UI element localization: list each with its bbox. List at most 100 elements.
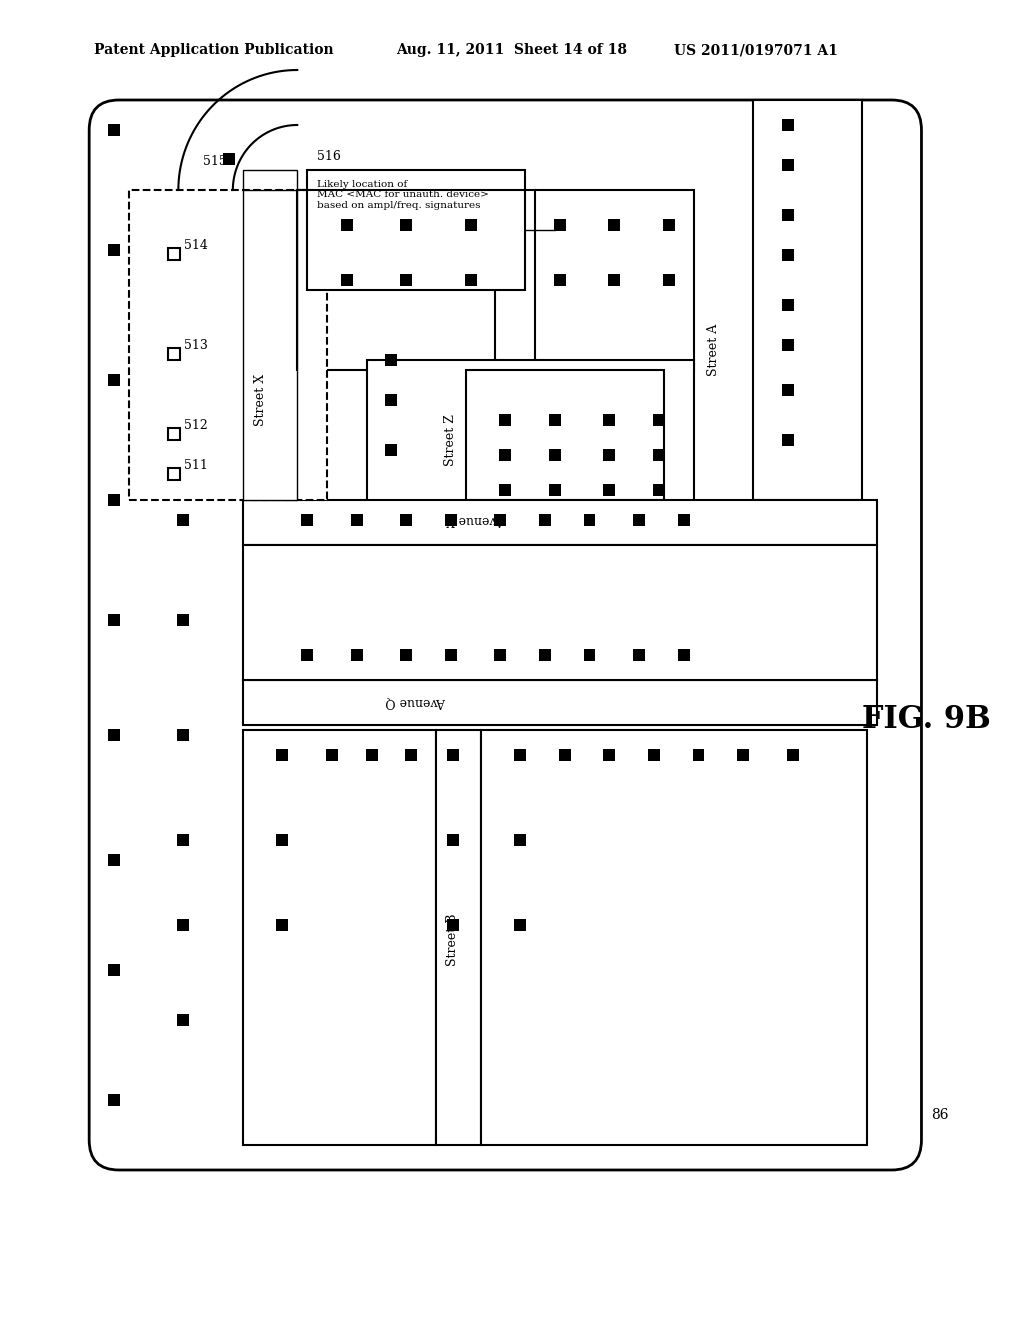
Bar [781, 434, 794, 446]
Text: FIG. 9B: FIG. 9B [862, 705, 991, 735]
Bar [168, 348, 180, 360]
Bar [536, 190, 693, 370]
Bar [108, 124, 120, 136]
Bar [633, 513, 645, 525]
Bar [466, 370, 664, 500]
Bar [549, 484, 561, 496]
Bar [108, 964, 120, 975]
Bar [500, 414, 511, 426]
Text: Avenue Y: Avenue Y [446, 513, 505, 527]
Bar [276, 834, 289, 846]
Bar [177, 1014, 189, 1026]
Bar [385, 354, 397, 366]
Bar [465, 275, 476, 286]
Text: Avenue Q: Avenue Q [386, 696, 446, 709]
Bar [465, 219, 476, 231]
Bar [653, 449, 665, 461]
Bar [500, 484, 511, 496]
Bar [341, 275, 352, 286]
Bar [444, 513, 457, 525]
Text: 515: 515 [203, 154, 227, 168]
Bar [108, 494, 120, 506]
Bar [737, 748, 750, 762]
Bar [351, 513, 362, 525]
Bar [177, 919, 189, 931]
Bar [446, 919, 459, 931]
Bar [385, 393, 397, 407]
Bar [367, 360, 693, 510]
Bar [168, 469, 180, 480]
Bar [603, 414, 615, 426]
Text: 516: 516 [317, 150, 341, 162]
Bar [653, 414, 665, 426]
Bar [168, 428, 180, 440]
Bar [177, 513, 189, 525]
Bar [539, 513, 551, 525]
Bar [400, 513, 413, 525]
Bar [559, 748, 570, 762]
Bar [108, 374, 120, 385]
Bar [584, 513, 596, 525]
Bar [243, 680, 877, 725]
Text: Likely location of
MAC <MAC for unauth. device>
based on ampl/freq. signatures: Likely location of MAC <MAC for unauth. … [317, 180, 488, 210]
Bar [495, 513, 506, 525]
Text: Patent Application Publication: Patent Application Publication [94, 44, 334, 57]
Bar [351, 649, 362, 661]
Bar [514, 748, 526, 762]
Bar [276, 748, 289, 762]
Bar [549, 449, 561, 461]
Bar [307, 170, 525, 290]
Bar [436, 730, 480, 1144]
Bar [781, 384, 794, 396]
Bar [177, 614, 189, 626]
Bar [446, 834, 459, 846]
Bar [554, 219, 565, 231]
Text: 512: 512 [184, 418, 208, 432]
Bar [603, 484, 615, 496]
Bar [108, 614, 120, 626]
Bar [500, 449, 511, 461]
Bar [584, 649, 596, 661]
Bar [608, 219, 621, 231]
Bar [781, 119, 794, 131]
Bar [653, 484, 665, 496]
Bar [385, 444, 397, 455]
Text: Street B: Street B [446, 913, 460, 966]
Bar [366, 748, 378, 762]
Bar [633, 649, 645, 661]
Bar [514, 919, 526, 931]
Bar [223, 153, 234, 165]
Bar [753, 100, 862, 500]
Bar [108, 244, 120, 256]
Bar [444, 649, 457, 661]
Bar [108, 729, 120, 741]
Bar [539, 649, 551, 661]
Bar [603, 748, 615, 762]
Text: 511: 511 [184, 459, 208, 473]
Bar [129, 190, 327, 500]
Bar [400, 275, 413, 286]
Bar [692, 748, 705, 762]
Bar [177, 834, 189, 846]
Bar [781, 249, 794, 261]
Bar [276, 919, 289, 931]
Bar [446, 748, 459, 762]
Bar [108, 1094, 120, 1106]
Bar [663, 219, 675, 231]
Text: 86: 86 [932, 1107, 949, 1122]
Bar [406, 748, 417, 762]
Text: Street A: Street A [707, 323, 720, 376]
Bar [301, 649, 313, 661]
Bar [514, 834, 526, 846]
Bar [603, 449, 615, 461]
Bar [243, 190, 297, 500]
Text: Street X: Street X [254, 374, 267, 426]
Bar [341, 219, 352, 231]
Text: 513: 513 [184, 339, 208, 352]
Bar [243, 500, 877, 545]
Bar [781, 158, 794, 172]
Bar [480, 730, 867, 1144]
Bar [549, 414, 561, 426]
Bar [243, 170, 297, 500]
Bar [108, 854, 120, 866]
